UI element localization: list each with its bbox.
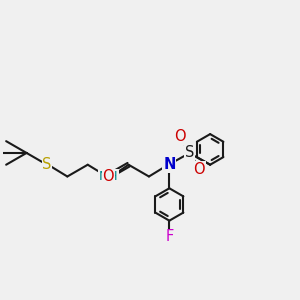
Text: N: N (163, 157, 176, 172)
Text: NH: NH (98, 170, 118, 183)
Text: F: F (165, 230, 173, 244)
Text: O: O (102, 169, 114, 184)
Text: O: O (175, 129, 186, 144)
Text: S: S (185, 146, 194, 160)
Text: O: O (194, 162, 205, 177)
Text: S: S (42, 157, 52, 172)
